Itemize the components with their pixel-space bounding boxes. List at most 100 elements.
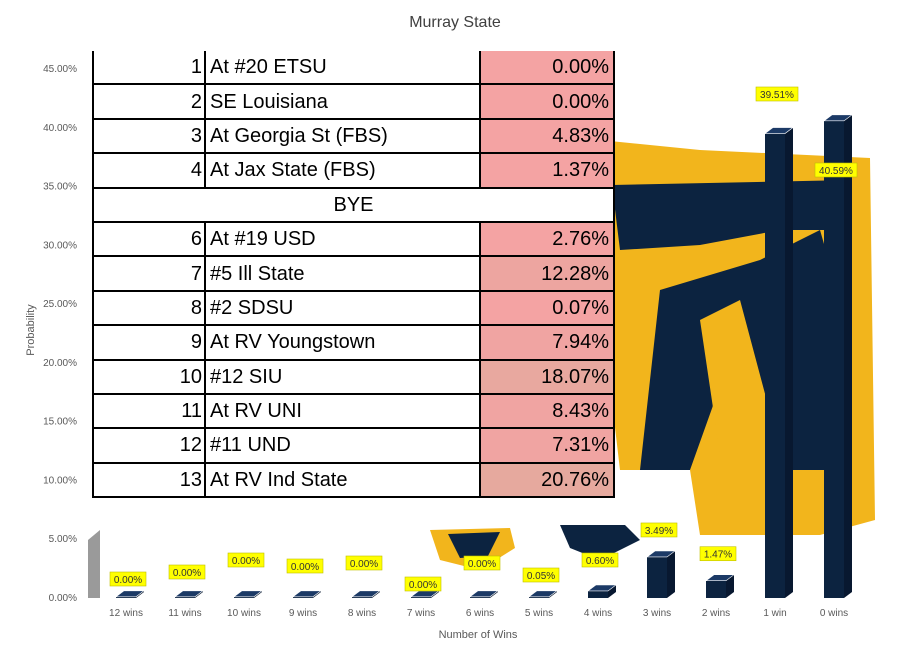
x-tick-label: 7 wins — [407, 608, 435, 619]
bar-front — [175, 596, 195, 598]
x-tick-label: 4 wins — [584, 608, 612, 619]
schedule-row: 2 SE Louisiana 0.00% — [92, 83, 615, 120]
x-tick-label: 1 win — [763, 608, 786, 619]
game-number: 2 — [92, 83, 206, 120]
opponent-name: #5 Ill State — [204, 255, 481, 292]
data-label: 0.00% — [286, 558, 324, 574]
bars — [115, 114, 853, 599]
bar-top — [233, 590, 263, 598]
win-probability: 8.43% — [479, 392, 615, 430]
data-label: 39.51% — [755, 86, 799, 102]
game-number: 7 — [92, 255, 206, 292]
game-number: 6 — [92, 220, 206, 258]
y-tick-label: 40.00% — [43, 123, 77, 134]
bar — [351, 590, 381, 598]
data-label: 0.00% — [345, 555, 383, 571]
x-tick-label: 6 wins — [466, 608, 494, 619]
bar-top — [705, 574, 735, 582]
bar — [292, 590, 322, 598]
opponent-name: At RV Youngstown — [204, 324, 481, 361]
y-tick-label: 15.00% — [43, 417, 77, 428]
x-tick-label: 8 wins — [348, 608, 376, 619]
schedule-row: 1 At #20 ETSU 0.00% — [92, 51, 615, 86]
y-tick-label: 10.00% — [43, 475, 77, 486]
x-tick-label: 3 wins — [643, 608, 671, 619]
y-tick-label: 25.00% — [43, 299, 77, 310]
data-label-text: 0.00% — [232, 556, 260, 567]
game-number: 4 — [92, 152, 206, 189]
logo-navy-shape — [448, 532, 500, 558]
schedule-row: 11 At RV UNI 8.43% — [92, 392, 615, 430]
win-probability: 0.00% — [479, 51, 615, 86]
win-probability: 4.83% — [479, 117, 615, 155]
data-label-text: 0.00% — [468, 559, 496, 570]
win-probability: 20.76% — [479, 461, 615, 499]
schedule-row: 4 At Jax State (FBS) 1.37% — [92, 152, 615, 189]
bar-front — [234, 596, 254, 598]
game-number: 12 — [92, 427, 206, 464]
x-tick-label: 10 wins — [227, 608, 261, 619]
data-label-text: 40.59% — [819, 166, 853, 177]
bar-front — [824, 120, 844, 598]
bar-side — [667, 550, 675, 598]
data-label: 0.00% — [463, 555, 501, 571]
bar-top — [823, 114, 853, 122]
bar-side — [608, 584, 616, 598]
bar-side — [844, 114, 852, 598]
opponent-name: At RV UNI — [204, 392, 481, 430]
data-label-text: 3.49% — [645, 526, 673, 537]
game-number: 11 — [92, 392, 206, 430]
x-tick-label: 5 wins — [525, 608, 553, 619]
schedule-row: 6 At #19 USD 2.76% — [92, 220, 615, 258]
schedule-table: 1 At #20 ETSU 0.00% 2 SE Louisiana 0.00% 3 At G… — [92, 51, 615, 499]
data-labels: 0.00% 0.00% 0.00% 0.00% 0.00% 0.00% 0.00% 0.05%… — [109, 86, 858, 592]
data-label-text: 0.00% — [173, 568, 201, 579]
logo-gray-shape — [88, 530, 100, 598]
data-label: 0.60% — [581, 552, 619, 568]
logo-navy-shape — [560, 525, 640, 560]
data-label-text: 39.51% — [760, 90, 794, 101]
bar-top — [528, 590, 558, 598]
opponent-name: #11 UND — [204, 427, 481, 464]
chart-title: Murray State — [409, 14, 501, 31]
opponent-name: At Jax State (FBS) — [204, 152, 481, 189]
y-tick-label: 5.00% — [49, 534, 77, 545]
opponent-name: SE Louisiana — [204, 83, 481, 120]
bar-front — [352, 596, 372, 598]
game-number: 8 — [92, 289, 206, 327]
bar-side — [785, 127, 793, 599]
data-label: 0.00% — [404, 576, 442, 592]
bar-front — [293, 596, 313, 598]
logo-gold-shape — [700, 300, 780, 455]
opponent-name: #2 SDSU — [204, 289, 481, 327]
bar-top — [351, 590, 381, 598]
data-label-text: 0.05% — [527, 571, 555, 582]
opponent-name: At RV Ind State — [204, 461, 481, 499]
schedule-row: 7 #5 Ill State 12.28% — [92, 255, 615, 292]
y-tick-label: 20.00% — [43, 358, 77, 369]
x-tick-label: 12 wins — [109, 608, 143, 619]
win-probability: 0.00% — [479, 83, 615, 120]
data-label: 0.05% — [522, 567, 560, 583]
data-label: 40.59% — [814, 162, 858, 178]
bar-top — [115, 590, 145, 598]
game-number: 13 — [92, 461, 206, 499]
schedule-row: 9 At RV Youngstown 7.94% — [92, 324, 615, 361]
win-probability: 2.76% — [479, 220, 615, 258]
opponent-name: At #20 ETSU — [204, 51, 481, 86]
bar-front — [116, 596, 136, 598]
bar-front — [588, 590, 608, 598]
bar-top — [764, 127, 794, 134]
opponent-name: At #19 USD — [204, 220, 481, 258]
x-axis-ticks: 12 wins 11 wins 10 wins 9 wins 8 wins 7 wins 6… — [109, 608, 848, 619]
y-tick-label: 0.00% — [49, 593, 77, 604]
schedule-row: 8 #2 SDSU 0.07% — [92, 289, 615, 327]
bar-front — [706, 580, 726, 598]
data-label: 0.00% — [168, 564, 206, 580]
bar — [233, 590, 263, 598]
x-tick-label: 9 wins — [289, 608, 317, 619]
schedule-row: BYE — [92, 186, 615, 223]
opponent-name: At Georgia St (FBS) — [204, 117, 481, 155]
bar-front — [647, 556, 667, 598]
